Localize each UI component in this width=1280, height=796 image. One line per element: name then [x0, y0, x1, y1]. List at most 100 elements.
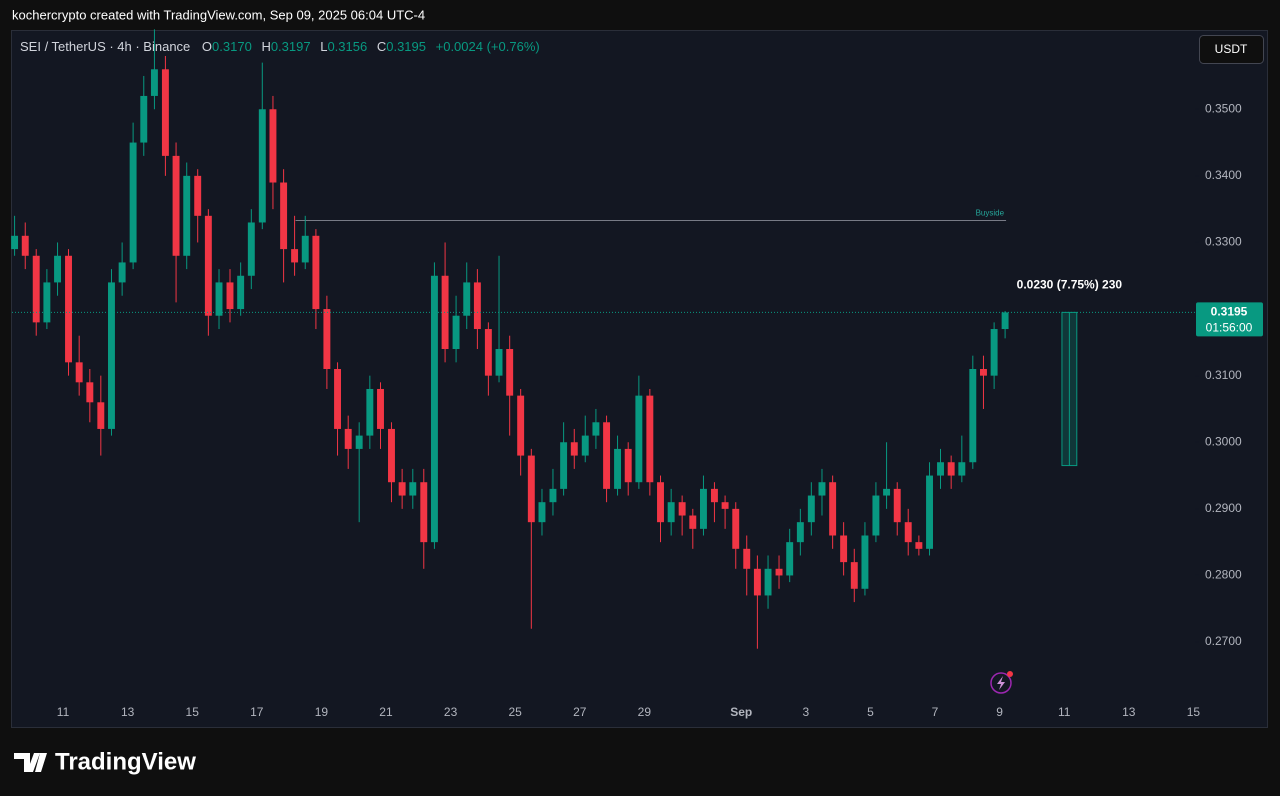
- candle-body: [409, 482, 417, 496]
- candle-body: [549, 488, 557, 503]
- x-tick-label: 13: [121, 705, 135, 719]
- candle-body: [312, 235, 320, 310]
- candle-body: [732, 508, 740, 549]
- candle-body: [161, 69, 169, 156]
- candle-body: [861, 535, 869, 589]
- last-price-box: [1196, 302, 1263, 337]
- candle-body: [560, 442, 568, 489]
- candle-body: [678, 502, 686, 516]
- legend-label: L: [320, 39, 327, 54]
- candle-body: [721, 502, 729, 509]
- candle-body: [775, 568, 783, 576]
- candle-body: [495, 349, 503, 376]
- candle-body: [969, 368, 977, 463]
- candle-body: [764, 568, 772, 596]
- y-tick-label: 0.3300: [1205, 235, 1242, 249]
- candle-body: [441, 275, 449, 350]
- candle-body: [194, 175, 202, 216]
- candle-body: [893, 488, 901, 523]
- candle-body: [11, 235, 19, 250]
- candle-body: [603, 422, 611, 489]
- candle-body: [904, 522, 912, 543]
- last-price-label: 0.3195: [1211, 305, 1248, 319]
- candle-body: [689, 515, 697, 529]
- candle-body: [344, 428, 352, 449]
- y-tick-label: 0.3000: [1205, 434, 1242, 448]
- candle-body: [247, 222, 255, 276]
- candle-body: [840, 535, 848, 563]
- candle-body: [463, 282, 471, 316]
- candle-body: [915, 542, 923, 549]
- legend: SEI / TetherUS · 4h · Binance O0.3170 H0…: [20, 39, 540, 54]
- y-tick-label: 0.3100: [1205, 368, 1242, 382]
- legend-change: +0.0024 (+0.76%): [436, 39, 540, 54]
- candle-body: [21, 235, 29, 256]
- measure-label: 0.0230 (7.75%) 230: [1017, 278, 1123, 292]
- x-tick-label: 15: [186, 705, 200, 719]
- candle-body: [517, 395, 525, 456]
- candle-body: [301, 235, 309, 263]
- candle-body: [65, 255, 72, 363]
- candle-body: [710, 488, 718, 503]
- candle-body: [183, 175, 191, 256]
- candle-body: [667, 502, 675, 523]
- x-tick-label: Sep: [730, 705, 752, 719]
- candle-body: [850, 562, 858, 589]
- currency-button[interactable]: [1199, 35, 1264, 64]
- footer-logo: TradingView: [14, 748, 196, 775]
- candle-body: [204, 215, 212, 316]
- candle-body: [624, 448, 632, 483]
- candle-body: [430, 275, 438, 543]
- candle-body: [129, 142, 137, 263]
- x-tick-label: 25: [508, 705, 522, 719]
- candle-body: [323, 309, 331, 369]
- legend-label: O: [202, 39, 212, 54]
- candle-body: [269, 109, 277, 183]
- candle-body: [484, 329, 492, 376]
- x-tick-label: 5: [867, 705, 874, 719]
- legend-symbol: SEI / TetherUS · 4h · Binance: [20, 39, 190, 54]
- y-tick-label: 0.3500: [1205, 101, 1242, 115]
- x-tick-label: 11: [57, 705, 70, 719]
- alert-bolt[interactable]: [997, 676, 1005, 690]
- candle-body: [355, 435, 363, 449]
- currency-button-label[interactable]: USDT: [1215, 42, 1248, 56]
- candle-body: [937, 462, 944, 476]
- candle-body: [398, 482, 406, 496]
- candle-body: [786, 542, 794, 576]
- candle-body: [226, 282, 234, 310]
- candle-body: [43, 282, 51, 323]
- alert-dot[interactable]: [1007, 671, 1013, 677]
- candle-body: [753, 568, 761, 596]
- candle-body: [657, 482, 664, 523]
- x-tick-label: 29: [638, 705, 652, 719]
- legend-value: 0.3195: [386, 39, 426, 54]
- candle-body: [699, 488, 707, 529]
- y-tick-label: 0.2900: [1205, 501, 1242, 515]
- alert-circle[interactable]: [990, 672, 1012, 694]
- logo-mark: [14, 753, 47, 772]
- candle-body: [172, 155, 180, 256]
- candle-body: [452, 315, 460, 350]
- candle-body: [538, 502, 546, 523]
- candle-body: [807, 495, 815, 523]
- x-tick-label: 19: [315, 705, 329, 719]
- candle-body: [506, 349, 514, 396]
- candle-body: [527, 455, 535, 523]
- chart-panel: [11, 30, 1268, 728]
- candle-body: [388, 428, 395, 483]
- candle-body: [108, 282, 115, 429]
- header-credit: kochercrypto created with TradingView.co…: [12, 7, 425, 22]
- candle-body: [979, 368, 987, 376]
- candle-body: [366, 388, 374, 436]
- y-tick-label: 0.2800: [1205, 568, 1242, 582]
- alert-icon[interactable]: [990, 671, 1013, 694]
- candle-body: [473, 282, 481, 330]
- plot-area: 0.27000.28000.29000.30000.31000.32000.33…: [11, 29, 1263, 719]
- candle-body: [140, 95, 148, 143]
- legend-label: C: [377, 39, 386, 54]
- x-tick-label: 9: [996, 705, 1003, 719]
- candle-body: [291, 249, 299, 263]
- countdown-label: 01:56:00: [1206, 321, 1253, 335]
